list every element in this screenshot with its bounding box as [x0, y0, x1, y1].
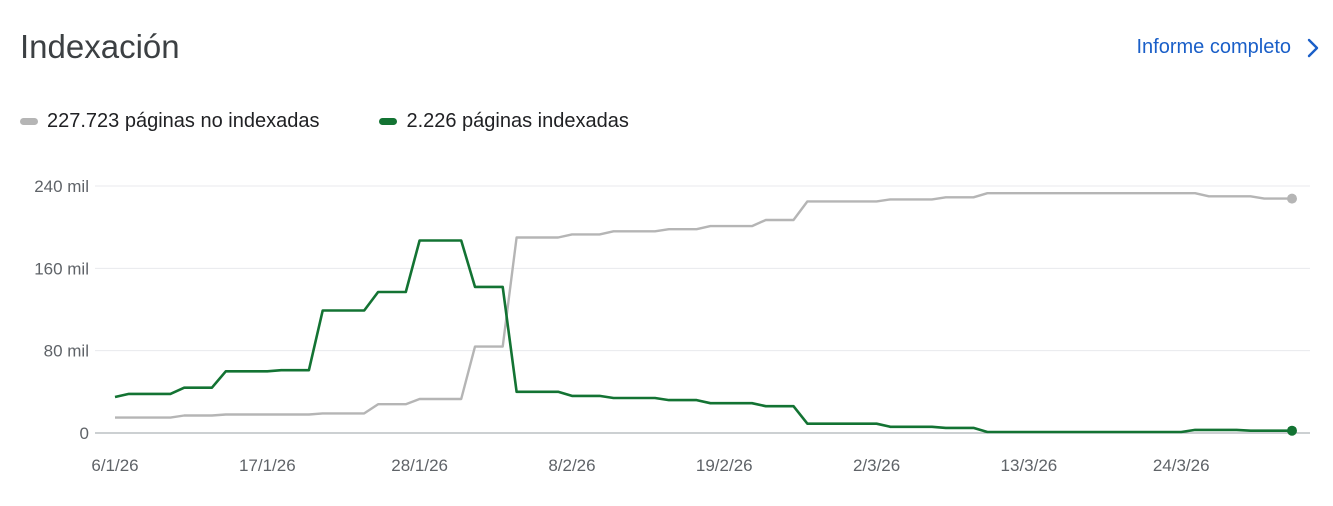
legend-label-indexed: 2.226 páginas indexadas	[406, 110, 629, 132]
x-tick-label: 13/3/26	[1001, 456, 1058, 475]
x-tick-label: 6/1/26	[91, 456, 138, 475]
y-tick-label: 160 mil	[34, 259, 89, 278]
y-tick-label: 80 mil	[44, 342, 89, 361]
full-report-link[interactable]: Informe completo	[1136, 36, 1319, 59]
chevron-right-icon	[1307, 38, 1319, 57]
legend-swatch-not-indexed	[20, 118, 38, 125]
x-tick-label: 8/2/26	[548, 456, 595, 475]
full-report-label: Informe completo	[1136, 36, 1291, 58]
legend-label-not-indexed: 227.723 páginas no indexadas	[47, 110, 320, 132]
y-tick-label: 240 mil	[34, 177, 89, 196]
x-tick-label: 19/2/26	[696, 456, 753, 475]
x-tick-label: 17/1/26	[239, 456, 296, 475]
legend-item-indexed[interactable]: 2.226 páginas indexadas	[379, 110, 629, 133]
series-line-1	[114, 239, 1292, 434]
y-tick-label: 0	[80, 424, 89, 443]
page-title: Indexación	[20, 28, 180, 65]
x-tick-label: 28/1/26	[391, 456, 448, 475]
x-tick-label: 2/3/26	[853, 456, 900, 475]
legend-item-not-indexed[interactable]: 227.723 páginas no indexadas	[20, 110, 319, 133]
legend-swatch-indexed	[379, 118, 398, 125]
series-line-0	[115, 192, 1292, 419]
x-tick-label: 24/3/26	[1153, 456, 1210, 475]
series-endpoint-0	[1287, 193, 1297, 204]
series-endpoint-1	[1287, 425, 1297, 436]
chart-legend: 227.723 páginas no indexadas 2.226 págin…	[20, 110, 689, 133]
